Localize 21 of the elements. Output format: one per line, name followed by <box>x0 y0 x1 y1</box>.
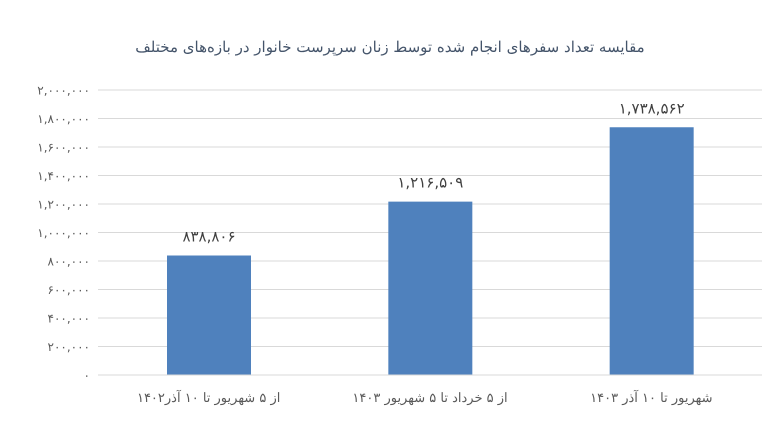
y-tick-label: ۱,۲۰۰,۰۰۰ <box>37 197 90 212</box>
y-tick-label: ۱,۸۰۰,۰۰۰ <box>37 112 90 126</box>
data-label: ۱,۲۱۶,۵۰۹ <box>397 174 464 192</box>
data-label: ۸۳۸,۸۰۶ <box>182 227 236 246</box>
x-tick-label: شهریور تا ۱۰ آذر ۱۴۰۳ <box>590 389 713 406</box>
y-tick-label: ۸۰۰,۰۰۰ <box>48 254 90 268</box>
data-label: ۱,۷۳۸,۵۶۲ <box>618 99 685 118</box>
y-tick-label: ۴۰۰,۰۰۰ <box>48 311 90 326</box>
x-tick-label: از ۵ شهریور تا ۱۰ آذر۱۴۰۲ <box>136 389 280 406</box>
x-tick-label: از ۵ خرداد تا ۵ شهریور ۱۴۰۳ <box>352 391 508 406</box>
bar <box>167 255 251 375</box>
y-tick-label: ۲۰۰,۰۰۰ <box>48 340 90 354</box>
y-tick-label: ۰ <box>84 368 90 382</box>
y-tick-label: ۲,۰۰۰,۰۰۰ <box>37 83 90 98</box>
y-tick-label: ۱,۴۰۰,۰۰۰ <box>37 168 90 183</box>
y-tick-label: ۱,۰۰۰,۰۰۰ <box>37 226 90 240</box>
bar <box>388 202 472 375</box>
y-tick-label: ۱,۶۰۰,۰۰۰ <box>37 140 90 154</box>
y-tick-label: ۶۰۰,۰۰۰ <box>48 282 90 297</box>
chart-title: مقایسه تعداد سفرهای انجام شده توسط زنان سرپرست خانوار در بازه‌های مختلف <box>134 37 646 58</box>
bar <box>610 127 694 375</box>
